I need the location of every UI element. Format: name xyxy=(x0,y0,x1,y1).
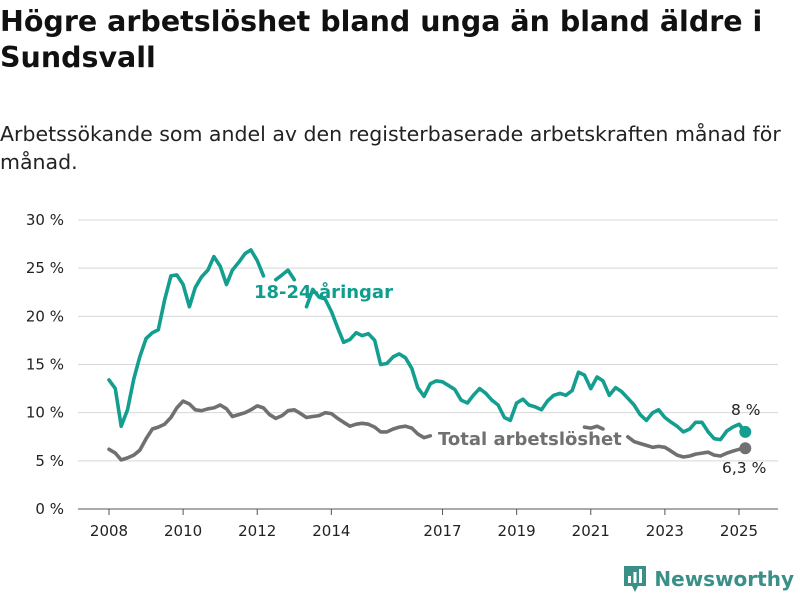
y-tick-label: 30 % xyxy=(26,211,64,229)
x-tick-label: 2010 xyxy=(164,522,202,540)
page-title: Högre arbetslöshet bland unga än bland ä… xyxy=(0,5,763,74)
brand-name: Newsworthy xyxy=(654,567,794,591)
grid-lines xyxy=(78,219,778,510)
x-tick-label: 2012 xyxy=(238,522,276,540)
brand-logo: Newsworthy xyxy=(622,564,794,594)
end-label-total: 6,3 % xyxy=(722,459,766,477)
y-tick-label: 0 % xyxy=(35,500,64,518)
y-axis-ticks: 0 % 5 % 10 % 15 % 20 % 25 % 30 % xyxy=(26,211,64,518)
x-axis: 2008 2010 2012 2014 2017 2019 2021 2023 2025 xyxy=(78,508,778,540)
x-tick-label: 2019 xyxy=(498,522,536,540)
series-label-youth: 18-24-åringar xyxy=(254,281,393,303)
y-tick-label: 25 % xyxy=(26,259,64,277)
line-chart: 0 %5 %10 %15 %20 %25 %30 % 2008 2010 2012 2… xyxy=(26,211,778,540)
series-line-youth xyxy=(107,248,748,442)
x-tick-label: 2008 xyxy=(90,522,128,540)
y-tick-label: 15 % xyxy=(26,356,64,374)
end-label-youth: 8 % xyxy=(731,401,761,419)
y-tick-label: 5 % xyxy=(35,452,64,470)
x-tick-label: 2014 xyxy=(312,522,350,540)
y-tick-label: 10 % xyxy=(26,404,64,422)
series-label-total: Total arbetslöshet xyxy=(438,429,622,450)
end-point-youth xyxy=(739,425,752,438)
x-tick-label: 2017 xyxy=(423,522,461,540)
x-tick-label: 2025 xyxy=(720,522,758,540)
x-tick-label: 2023 xyxy=(646,522,684,540)
chart-subtitle: Arbetssökande som andel av den registerb… xyxy=(0,122,781,174)
x-tick-label: 2021 xyxy=(572,522,610,540)
bar-chart-logo-icon xyxy=(624,566,647,592)
y-tick-label: 20 % xyxy=(26,307,64,325)
end-point-total xyxy=(739,442,752,455)
series-line-total xyxy=(107,399,748,462)
series-lines xyxy=(107,248,752,462)
